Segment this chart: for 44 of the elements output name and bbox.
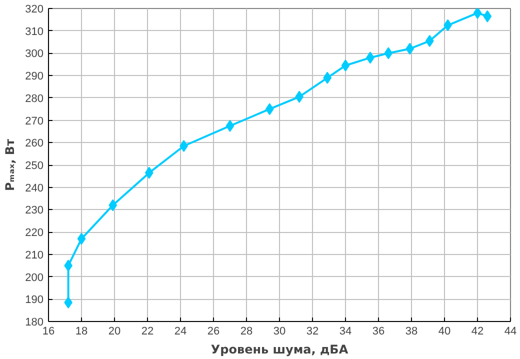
y-tick-label: 250 — [25, 160, 44, 172]
x-tick-label: 16 — [42, 326, 55, 338]
point — [473, 8, 482, 19]
x-tick-label: 20 — [108, 326, 121, 338]
y-tick-label: 220 — [25, 227, 44, 240]
point — [323, 72, 332, 84]
point — [108, 199, 118, 212]
x-tick-label: 42 — [471, 326, 484, 338]
point — [77, 232, 86, 245]
y-tick-label: 280 — [25, 92, 44, 105]
y-tick-label: 180 — [25, 316, 44, 328]
x-tick-label: 24 — [174, 326, 187, 338]
x-tick-label: 28 — [240, 326, 253, 338]
x-tick-label: 22 — [141, 326, 154, 338]
y-tick-label: 240 — [25, 182, 44, 194]
y-tick-label: 260 — [25, 138, 44, 150]
x-tick-label: 34 — [339, 326, 352, 338]
y-tick-label: 300 — [25, 48, 44, 60]
x-tick-label: 36 — [372, 326, 385, 338]
x-tick-label: 38 — [405, 326, 418, 338]
y-tick-label: 310 — [25, 26, 44, 38]
x-axis-title: Уровень шума, дБА — [210, 342, 349, 356]
point — [483, 10, 492, 22]
y-axis-title: Pₘₐₓ, Вт — [3, 138, 18, 192]
x-tick-label: 30 — [273, 326, 286, 338]
x-tick-label: 26 — [207, 326, 220, 338]
y-tick-label: 190 — [25, 294, 44, 306]
y-tick-label: 320 — [25, 4, 44, 16]
x-tick-label: 40 — [438, 326, 451, 338]
y-tick-label: 210 — [25, 249, 44, 262]
point — [144, 166, 154, 179]
point — [384, 47, 393, 60]
y-tick-label: 230 — [25, 204, 44, 217]
point — [406, 42, 414, 55]
y-tick-label: 200 — [25, 272, 44, 284]
x-tick-label: 44 — [504, 326, 517, 338]
x-tick-label: 18 — [75, 326, 88, 338]
x-tick-label: 32 — [306, 326, 319, 338]
y-tick-label: 290 — [25, 70, 44, 83]
point — [226, 120, 234, 132]
y-tick-label: 270 — [25, 115, 44, 128]
point — [265, 103, 274, 116]
point — [425, 34, 434, 47]
point — [341, 60, 350, 72]
